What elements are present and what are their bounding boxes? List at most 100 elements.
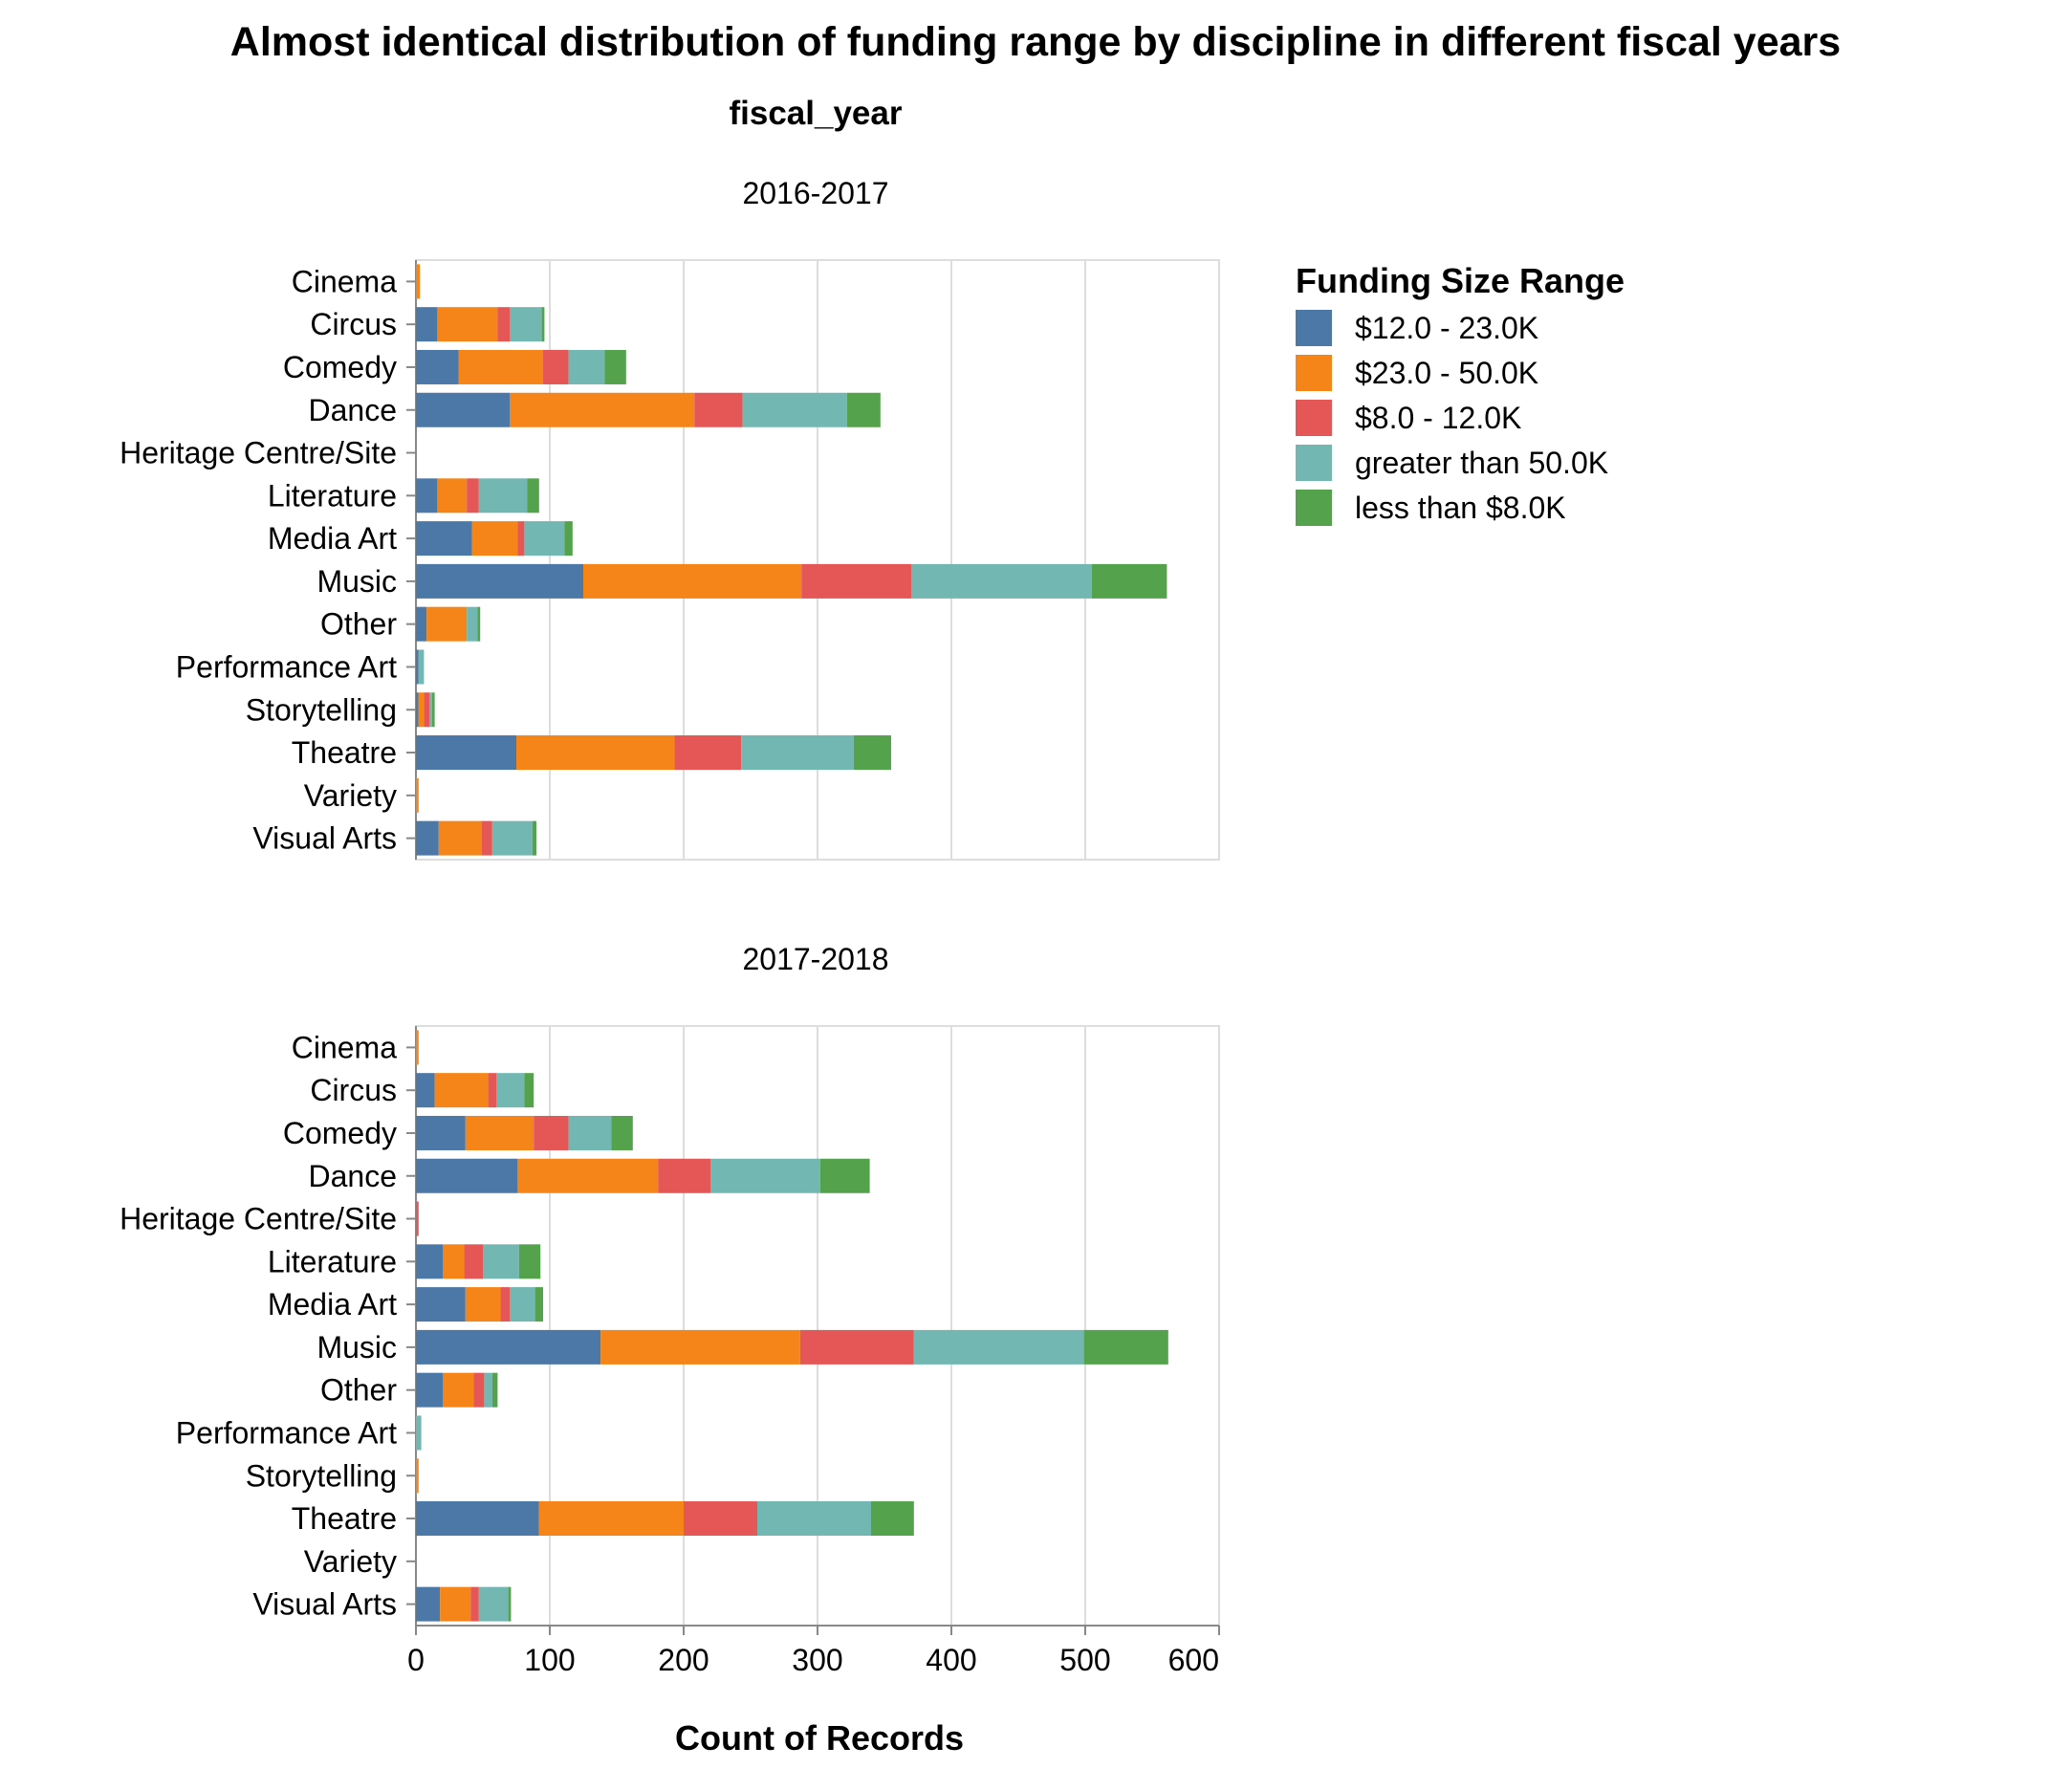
bar-segment xyxy=(467,606,478,642)
y-tick-label: Variety xyxy=(304,1544,397,1579)
bar-segment xyxy=(416,1586,441,1622)
bar-segment xyxy=(484,1372,492,1408)
bar-segment xyxy=(438,820,482,856)
bar-segment xyxy=(416,606,427,642)
legend: Funding Size Range $12.0 - 23.0K $23.0 - … xyxy=(1296,261,1625,526)
legend-swatch xyxy=(1296,355,1332,391)
y-tick-label: Storytelling xyxy=(246,692,397,727)
x-tick-label: 0 xyxy=(407,1643,425,1677)
bar-segment xyxy=(604,349,626,384)
bar-segment xyxy=(564,521,573,557)
x-tick-label: 500 xyxy=(1059,1643,1110,1677)
y-tick-label: Circus xyxy=(310,307,397,341)
y-tick-label: Theatre xyxy=(292,735,397,770)
y-tick-label: Other xyxy=(320,607,397,642)
bar-segment xyxy=(481,820,492,856)
legend-swatch xyxy=(1296,490,1332,526)
bar-segment xyxy=(416,1158,518,1193)
bar-segment xyxy=(416,349,459,384)
bar-segment xyxy=(416,478,438,513)
bar-segment xyxy=(510,1287,535,1322)
bar-segment xyxy=(568,349,605,384)
bar-segment xyxy=(491,1372,498,1408)
x-tick-label: 300 xyxy=(792,1643,842,1677)
bar-segment xyxy=(416,1329,601,1365)
bar-segment xyxy=(517,521,525,557)
y-tick-label: Heritage Centre/Site xyxy=(120,436,397,470)
bar-segment xyxy=(741,735,854,771)
bar-segment xyxy=(496,1073,525,1108)
y-tick-label: Music xyxy=(316,564,397,599)
bar-segment xyxy=(497,307,510,342)
y-tick-label: Other xyxy=(320,1373,397,1408)
bar-segment xyxy=(801,563,911,599)
y-tick-label: Circus xyxy=(310,1073,397,1107)
bar-segment xyxy=(416,264,421,299)
bar-segment xyxy=(568,1115,612,1150)
y-tick-label: Literature xyxy=(268,1244,397,1278)
legend-swatch xyxy=(1296,310,1332,346)
bar-segment xyxy=(518,1244,541,1279)
legend-title: Funding Size Range xyxy=(1296,261,1625,300)
bar-segment xyxy=(434,1073,489,1108)
bar-segment xyxy=(527,478,539,513)
bar-segment xyxy=(541,307,545,342)
bar-segment xyxy=(416,307,438,342)
y-tick-label: Storytelling xyxy=(246,1458,397,1493)
bar-segment xyxy=(483,1244,519,1279)
bar-segment xyxy=(416,1201,419,1236)
bar-segment xyxy=(500,1287,510,1322)
bar-segment xyxy=(416,392,510,427)
bar-segment xyxy=(1083,1329,1168,1365)
y-tick-label: Dance xyxy=(309,1159,398,1193)
bar-segment xyxy=(443,1244,465,1279)
bar-segment xyxy=(477,606,481,642)
y-tick-label: Cinema xyxy=(292,264,397,298)
bar-segment xyxy=(418,692,425,728)
bar-segment xyxy=(416,563,583,599)
bar-segment xyxy=(846,392,881,427)
bar-segment xyxy=(416,1415,422,1451)
x-tick-label: 600 xyxy=(1168,1643,1219,1677)
y-tick-label: Dance xyxy=(309,393,398,427)
bar-segment xyxy=(416,1115,466,1150)
bar-segment xyxy=(416,1073,435,1108)
bar-segment xyxy=(658,1158,710,1193)
bar-segment xyxy=(534,1287,543,1322)
bar-segment xyxy=(510,392,695,427)
legend-label: $23.0 - 50.0K xyxy=(1355,356,1538,390)
y-tick-label: Media Art xyxy=(268,1287,397,1321)
bar-segment xyxy=(913,1329,1084,1365)
bar-segment xyxy=(431,692,435,728)
facet-panel-2016-2017: 2016-2017 Cinema Circus Comedy Dance Heritage… xyxy=(120,176,1220,861)
legend-swatch xyxy=(1296,445,1332,481)
bar-segment xyxy=(524,1073,534,1108)
bar-segment xyxy=(694,392,743,427)
bar-segment xyxy=(510,307,542,342)
bar-segment xyxy=(583,563,802,599)
chart-title: Almost identical distribution of funding… xyxy=(230,19,1841,65)
bar-segment xyxy=(416,1372,443,1408)
bar-segment xyxy=(532,820,536,856)
bar-segment xyxy=(443,1372,474,1408)
bar-segment xyxy=(911,563,1092,599)
y-tick-label: Performance Art xyxy=(176,1415,397,1450)
bar-segment xyxy=(684,1501,757,1537)
bar-segment xyxy=(416,1244,443,1279)
y-tick-label: Media Art xyxy=(268,521,397,556)
legend-label: less than $8.0K xyxy=(1355,491,1566,525)
bar-segment xyxy=(416,1458,419,1494)
bar-segment xyxy=(478,478,528,513)
x-tick-label: 400 xyxy=(926,1643,976,1677)
bar-segment xyxy=(464,1244,483,1279)
bar-segment xyxy=(508,1586,512,1622)
legend-swatch xyxy=(1296,400,1332,436)
bar-segment xyxy=(440,1586,471,1622)
bar-segment xyxy=(516,735,675,771)
y-tick-label: Literature xyxy=(268,478,397,513)
bar-segment xyxy=(426,606,468,642)
bar-segment xyxy=(416,1030,419,1065)
bar-segment xyxy=(517,1158,659,1193)
